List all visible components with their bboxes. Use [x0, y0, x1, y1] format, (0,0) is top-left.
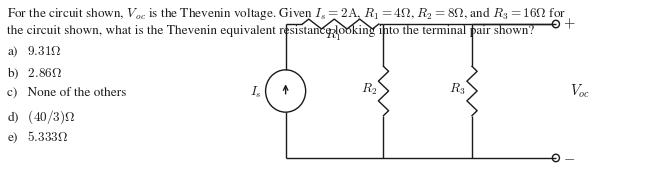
Text: $R_1$: $R_1$	[325, 28, 341, 43]
Text: the circuit shown, what is the Thevenin equivalent resistance looking into the t: the circuit shown, what is the Thevenin …	[7, 25, 534, 37]
Text: $R_2$: $R_2$	[361, 82, 377, 97]
Text: $+$: $+$	[563, 17, 576, 31]
Text: c)   None of the others: c) None of the others	[7, 87, 126, 98]
Text: e)   $5.333\Omega$: e) $5.333\Omega$	[7, 129, 68, 144]
Text: $R_3$: $R_3$	[449, 82, 466, 97]
Text: b)   $2.86\Omega$: b) $2.86\Omega$	[7, 65, 62, 81]
Text: d)   $(40/3)\Omega$: d) $(40/3)\Omega$	[7, 108, 75, 125]
Text: $V_{oc}$: $V_{oc}$	[570, 82, 589, 100]
Text: $-$: $-$	[563, 151, 575, 165]
Text: For the circuit shown, $V_{\,oc}$ is the Thevenin voltage. Given $I_s=2\mathrm{A: For the circuit shown, $V_{\,oc}$ is the…	[7, 5, 566, 22]
Text: $I_s$: $I_s$	[250, 84, 262, 100]
Text: a)   $9.31\Omega$: a) $9.31\Omega$	[7, 44, 62, 59]
